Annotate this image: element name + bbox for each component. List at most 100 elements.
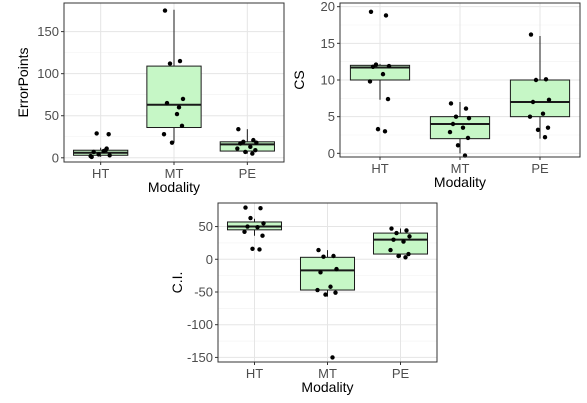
- x-tick-label: HT: [371, 161, 388, 176]
- box: [299, 256, 356, 291]
- data-point: [315, 287, 320, 293]
- data-point: [103, 148, 108, 153]
- y-axis-title: CS: [291, 70, 307, 89]
- data-point: [403, 255, 408, 260]
- data-point: [368, 9, 374, 14]
- y-tick-label: 10: [321, 73, 335, 88]
- x-axis-title: Modality: [148, 179, 200, 195]
- data-point: [321, 254, 326, 259]
- data-point: [261, 221, 266, 226]
- data-point: [543, 77, 549, 82]
- data-point: [106, 132, 111, 137]
- y-axis-title: C.I.: [169, 272, 185, 294]
- data-point: [177, 58, 183, 64]
- data-point: [448, 101, 454, 106]
- data-point: [401, 239, 406, 244]
- data-point: [258, 206, 263, 211]
- data-point: [545, 125, 551, 130]
- data-point: [330, 355, 335, 360]
- data-point: [460, 125, 466, 130]
- data-point: [248, 215, 253, 221]
- x-tick-label: PE: [531, 161, 549, 176]
- data-point: [331, 253, 336, 259]
- y-tick-label: 0: [206, 252, 213, 267]
- data-point: [243, 149, 248, 155]
- data-point: [447, 129, 453, 135]
- data-point: [235, 146, 240, 151]
- data-point: [535, 127, 541, 133]
- y-tick-label: 20: [321, 0, 335, 14]
- data-point: [391, 237, 396, 242]
- y-tick-label: -100: [187, 317, 213, 332]
- y-tick-label: -50: [194, 284, 213, 299]
- data-point: [250, 246, 255, 252]
- x-axis-title: Modality: [301, 379, 353, 395]
- data-point: [243, 205, 248, 210]
- data-point: [396, 253, 401, 259]
- data-point: [450, 121, 456, 127]
- data-point: [386, 63, 392, 69]
- data-point: [530, 99, 536, 105]
- data-point: [255, 225, 260, 230]
- data-point: [455, 143, 461, 148]
- data-point: [245, 224, 250, 229]
- data-point: [257, 247, 262, 252]
- data-point: [161, 132, 167, 137]
- box: [219, 141, 275, 152]
- data-point: [88, 153, 93, 159]
- data-point: [164, 100, 170, 106]
- box: [509, 79, 571, 118]
- x-tick-label: MT: [451, 161, 470, 176]
- box: [372, 232, 429, 255]
- panel-border: [63, 2, 285, 163]
- chart-panel-2: 0 5 10 15 20 HT MT PE Modality CS: [291, 0, 581, 190]
- data-point: [533, 77, 539, 83]
- y-tick-label: 0: [52, 150, 59, 165]
- x-tick-label: HT: [246, 366, 263, 381]
- data-point: [542, 135, 548, 140]
- data-point: [91, 149, 96, 155]
- data-point: [316, 247, 321, 253]
- data-point: [174, 111, 180, 117]
- data-point: [383, 13, 389, 18]
- data-point: [238, 141, 243, 146]
- data-point: [407, 234, 412, 239]
- x-tick-label: PE: [392, 366, 410, 381]
- data-point: [463, 106, 469, 111]
- box: [146, 65, 202, 129]
- data-point: [251, 137, 256, 143]
- y-tick-label: 150: [37, 24, 59, 39]
- x-tick-label: MT: [318, 366, 337, 381]
- data-point: [318, 270, 323, 275]
- data-point: [389, 226, 394, 231]
- data-point: [382, 129, 388, 134]
- data-point: [406, 251, 411, 257]
- data-point: [385, 96, 391, 102]
- data-point: [180, 96, 186, 102]
- y-tick-label: 50: [199, 219, 213, 234]
- data-point: [333, 290, 338, 295]
- data-point: [370, 64, 376, 70]
- data-point: [540, 111, 546, 116]
- y-axis-title: ErrorPoints: [15, 47, 31, 117]
- x-axis-title: Modality: [434, 174, 486, 190]
- y-tick-label: 5: [328, 109, 335, 124]
- data-point: [167, 61, 173, 66]
- data-point: [96, 152, 101, 157]
- box: [429, 116, 491, 140]
- data-point: [260, 233, 265, 238]
- panel-border: [217, 202, 438, 363]
- data-point: [465, 135, 471, 141]
- data-point: [323, 292, 328, 297]
- data-point: [254, 140, 259, 145]
- data-point: [248, 144, 253, 150]
- data-point: [453, 114, 459, 119]
- data-point: [367, 79, 373, 84]
- data-point: [328, 284, 333, 289]
- data-point: [404, 228, 409, 233]
- data-point: [380, 71, 386, 77]
- y-tick-label: -150: [187, 350, 213, 365]
- box: [349, 64, 411, 81]
- y-tick-label: 0: [328, 146, 335, 161]
